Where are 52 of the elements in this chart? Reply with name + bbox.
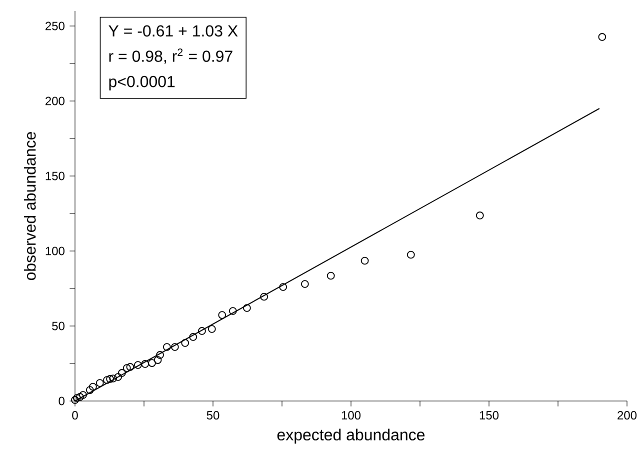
point xyxy=(156,351,164,359)
x-tick-label: 100 xyxy=(342,411,361,420)
point xyxy=(86,386,94,394)
point xyxy=(260,292,268,301)
point xyxy=(118,369,126,377)
point xyxy=(208,325,216,333)
point xyxy=(170,343,179,351)
x-tick-label: 50 xyxy=(206,411,220,420)
y-tick-label: 150 xyxy=(46,172,64,180)
point xyxy=(406,250,415,259)
point xyxy=(228,307,237,315)
point xyxy=(134,361,142,369)
point xyxy=(114,373,122,381)
y-tick-label: 50 xyxy=(52,322,64,330)
point xyxy=(162,343,171,351)
y-tick-label: 250 xyxy=(46,22,64,30)
point xyxy=(326,272,335,280)
point xyxy=(103,376,111,384)
x-tick-label: 150 xyxy=(480,411,499,420)
point xyxy=(181,339,190,347)
point xyxy=(109,374,118,382)
point xyxy=(598,33,606,41)
point xyxy=(154,356,162,364)
point xyxy=(300,280,309,288)
annotation: Y = -0.61 + 1.03 X xyxy=(108,25,238,37)
x-tick-label: 200 xyxy=(618,411,637,420)
point xyxy=(96,379,104,387)
point xyxy=(141,360,150,368)
point xyxy=(198,327,206,335)
y-axis-title: observed abundance xyxy=(24,132,36,280)
point xyxy=(106,375,114,383)
annotation: p<0.0001 xyxy=(109,76,175,90)
x-tick-label: 0 xyxy=(72,411,78,420)
point xyxy=(476,212,484,220)
point xyxy=(73,394,81,402)
x-axis-title: expected abundance xyxy=(277,428,425,444)
point xyxy=(218,311,226,319)
point xyxy=(148,359,156,367)
point xyxy=(126,363,134,371)
y-tick-label: 200 xyxy=(46,96,64,106)
annotation: r = 0.98, r$^{2}$ = 0.97 xyxy=(109,48,232,64)
point xyxy=(89,382,97,391)
point xyxy=(71,396,79,404)
point xyxy=(122,364,131,372)
point xyxy=(79,391,87,399)
point xyxy=(76,393,84,401)
point xyxy=(243,304,251,312)
y-tick-label: 0 xyxy=(58,396,64,406)
y-tick-label: 100 xyxy=(46,246,64,256)
point xyxy=(360,256,369,265)
point xyxy=(189,333,198,341)
point xyxy=(279,283,288,291)
